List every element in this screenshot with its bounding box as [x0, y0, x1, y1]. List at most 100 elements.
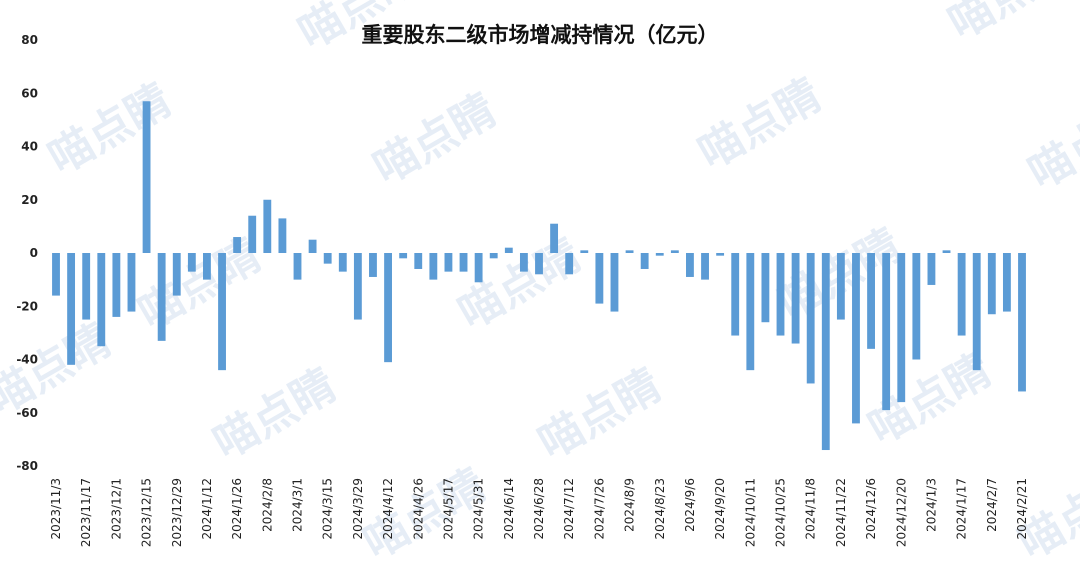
y-tick-label: -40	[16, 353, 38, 367]
x-tick-label: 2023/12/1	[109, 478, 123, 540]
bar	[746, 253, 755, 371]
watermark-text: 喵点睛	[690, 69, 830, 179]
y-tick-label: 20	[21, 193, 38, 207]
bar	[489, 253, 498, 259]
watermark-text: 喵点睛	[450, 229, 590, 339]
bar	[882, 253, 891, 411]
bar	[142, 101, 151, 254]
bar	[233, 237, 242, 253]
bar	[610, 253, 619, 312]
y-tick-label: 60	[21, 86, 38, 100]
x-tick-label: 2024/11/22	[834, 478, 848, 547]
x-tick-label: 2024/6/28	[532, 478, 546, 540]
x-tick-label: 2024/7/26	[592, 478, 606, 540]
bar	[897, 253, 906, 403]
bar	[912, 253, 921, 360]
bar	[414, 253, 423, 269]
bar	[112, 253, 121, 317]
x-tick-label: 2024/9/6	[683, 478, 697, 532]
bar	[806, 253, 815, 384]
y-tick-label: -60	[16, 406, 38, 420]
bar	[172, 253, 181, 296]
bar	[369, 253, 377, 277]
x-tick-label: 2024/7/12	[562, 478, 576, 540]
bar	[821, 253, 830, 451]
x-tick-label: 2024/10/11	[743, 478, 757, 547]
bar	[565, 253, 574, 275]
bar	[157, 253, 166, 341]
x-tick-label: 2024/3/29	[351, 478, 365, 540]
x-tick-label: 2024/4/12	[381, 478, 395, 540]
x-tick-label: 2024/2/8	[260, 478, 274, 532]
bar	[535, 253, 543, 275]
bar	[263, 199, 272, 253]
x-tick-label: 2024/8/23	[653, 478, 667, 540]
bar	[655, 253, 664, 256]
x-tick-label: 2024/5/31	[472, 478, 486, 540]
bar	[293, 253, 302, 280]
watermark-text: 喵点睛	[365, 84, 505, 194]
bar	[52, 253, 60, 296]
bar	[218, 253, 226, 371]
x-tick-label: 2023/12/29	[170, 478, 184, 547]
bar	[942, 250, 951, 253]
bar	[474, 253, 483, 283]
x-tick-label: 2024/11/8	[804, 478, 818, 540]
bar	[384, 253, 392, 363]
bar	[248, 215, 257, 253]
bar	[957, 253, 966, 336]
bar	[580, 250, 589, 253]
y-axis: -80 -60 -40 -20 0 20 40 60 80	[16, 33, 38, 473]
x-tick-label: 2023/11/3	[49, 478, 63, 540]
y-tick-label: -80	[16, 459, 38, 473]
y-tick-label: 40	[21, 140, 38, 154]
watermark-text: 喵点睛	[530, 359, 670, 469]
x-tick-label: 2024/6/14	[502, 478, 516, 540]
x-tick-label: 2024/12/20	[894, 478, 908, 547]
bar	[187, 253, 196, 272]
bar	[444, 253, 453, 272]
bar	[550, 223, 559, 253]
bar	[459, 253, 468, 272]
bar	[716, 253, 725, 256]
bar	[429, 253, 438, 280]
x-tick-label: 2024/12/6	[864, 478, 878, 540]
x-tick-label: 2024/1/12	[200, 478, 214, 540]
chart-title: 重要股东二级市场增减持情况（亿元）	[362, 22, 719, 47]
x-tick-label: 2024/8/9	[623, 478, 637, 532]
x-tick-label: 2024/3/1	[291, 478, 305, 532]
bar	[504, 247, 513, 253]
x-tick-label: 2023/12/15	[140, 478, 154, 547]
bar	[731, 253, 740, 336]
bar	[640, 253, 649, 269]
bar	[519, 253, 528, 272]
y-tick-label: 0	[30, 246, 38, 260]
watermark-text: 喵点睛	[40, 74, 180, 184]
bar	[127, 253, 136, 312]
x-tick-label: 2024/5/17	[441, 478, 455, 540]
bar	[686, 253, 694, 277]
bar	[761, 253, 770, 323]
bar	[1002, 253, 1011, 312]
bar	[836, 253, 845, 320]
bar	[867, 253, 875, 349]
x-tick-label: 2024/3/15	[321, 478, 335, 540]
bar	[323, 253, 332, 264]
x-tick-label: 2024/1/17	[955, 478, 969, 540]
watermark-text: 喵点睛	[205, 359, 345, 469]
x-tick-label: 2024/9/20	[713, 478, 727, 540]
bar	[987, 253, 996, 315]
bar	[82, 253, 91, 320]
bar	[972, 253, 981, 371]
bar	[1018, 253, 1026, 392]
y-tick-label: -20	[16, 299, 38, 313]
x-tick-label: 2024/10/25	[774, 478, 788, 547]
x-tick-label: 2024/2/21	[1015, 478, 1029, 540]
bar	[701, 253, 709, 280]
bar	[399, 253, 408, 259]
bar	[353, 253, 362, 320]
x-tick-label: 2024/1/3	[924, 478, 938, 532]
y-tick-label: 80	[21, 33, 38, 47]
watermark-text: 喵点睛	[940, 0, 1080, 50]
